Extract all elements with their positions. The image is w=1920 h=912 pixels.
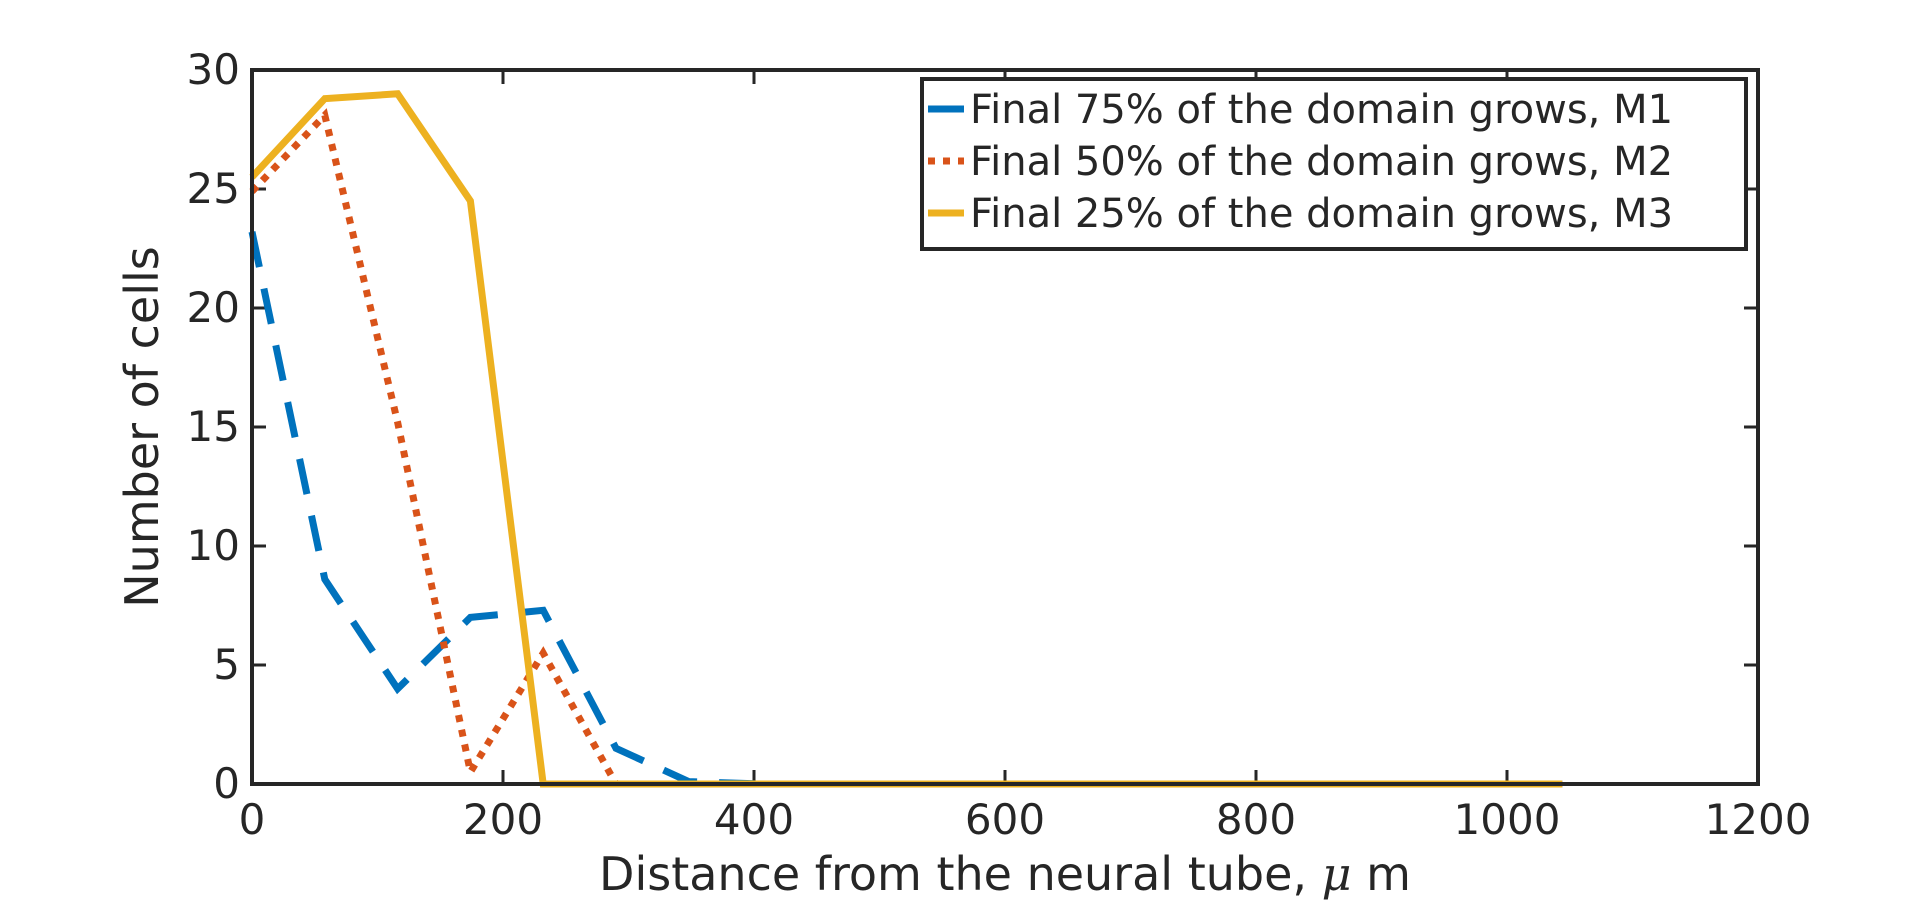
axes-layer: 0 200 400 600 800 1000 1200 0 5 10 15 20 25 30 bbox=[187, 45, 1812, 844]
y-tick-label: 25 bbox=[187, 164, 240, 213]
x-tick-label: 400 bbox=[714, 795, 794, 844]
y-tick-label: 20 bbox=[187, 283, 240, 332]
legend-label: Final 75% of the domain grows, M1 bbox=[970, 87, 1673, 133]
legend-label: Final 50% of the domain grows, M2 bbox=[970, 139, 1673, 185]
x-axis-label: Distance from the neural tube, μ m bbox=[599, 847, 1411, 901]
legend-label: Final 25% of the domain grows, M3 bbox=[970, 191, 1673, 237]
legend: Final 75% of the domain grows, M1 Final 5… bbox=[920, 77, 1748, 251]
x-tick-label: 600 bbox=[965, 795, 1045, 844]
x-tick-label: 1200 bbox=[1705, 795, 1812, 844]
x-tick-label: 800 bbox=[1216, 795, 1296, 844]
x-axis-label-symbol: μ bbox=[1322, 847, 1352, 901]
y-tick-label: 10 bbox=[187, 521, 240, 570]
x-axis-label-unit: m bbox=[1352, 847, 1411, 901]
y-tick-label: 0 bbox=[213, 759, 240, 808]
y-axis-label: Number of cells bbox=[115, 246, 169, 608]
x-tick-label: 200 bbox=[463, 795, 543, 844]
x-tick-label: 0 bbox=[239, 795, 266, 844]
plot-frame bbox=[250, 68, 1760, 786]
x-tick-label: 1000 bbox=[1454, 795, 1561, 844]
x-axis-label-text: Distance from the neural tube, bbox=[599, 847, 1322, 901]
legend-box bbox=[920, 77, 1748, 251]
y-tick-label: 30 bbox=[187, 45, 240, 94]
y-tick-label: 5 bbox=[213, 640, 240, 689]
y-tick-label: 15 bbox=[187, 402, 240, 451]
